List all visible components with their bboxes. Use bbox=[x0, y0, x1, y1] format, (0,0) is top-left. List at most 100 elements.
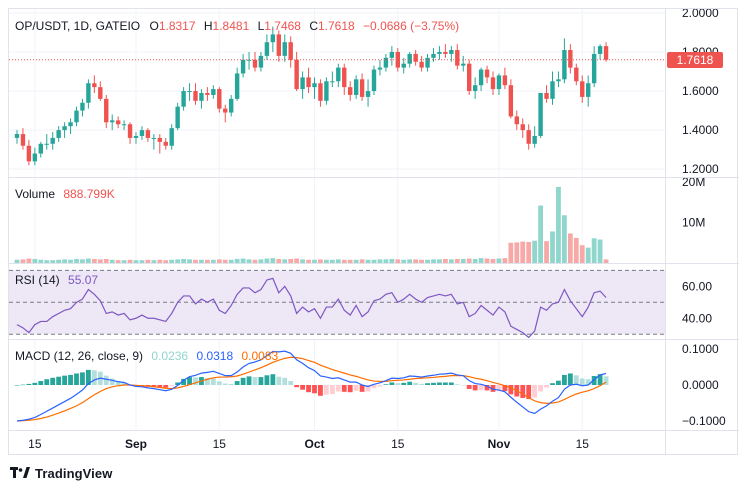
volume-bar bbox=[478, 258, 484, 263]
volume-bar bbox=[389, 258, 395, 263]
macd-histogram-bar bbox=[56, 376, 62, 385]
candle-up bbox=[169, 124, 174, 150]
volume-bar bbox=[169, 259, 175, 263]
volume-axis[interactable]: 10M 20M bbox=[665, 178, 739, 263]
candle-down bbox=[252, 51, 258, 72]
rsi-label[interactable]: RSI (14) bbox=[15, 273, 60, 287]
macd-histogram-bar bbox=[175, 382, 181, 385]
macd-histogram-bar bbox=[484, 385, 490, 391]
volume-bar bbox=[205, 259, 210, 263]
candle-body bbox=[38, 143, 43, 154]
volume-bar bbox=[264, 258, 270, 263]
time-tick-label: 15 bbox=[213, 437, 227, 451]
macd-pane[interactable]: MACD (12, 26, close, 9) 0.0236 0.0318 0.… bbox=[9, 340, 665, 430]
candle-body bbox=[68, 122, 73, 127]
time-axis[interactable]: 15 Sep 15 Oct 15 Nov 15 bbox=[9, 430, 665, 455]
candle-up bbox=[121, 120, 127, 131]
volume-bar bbox=[359, 259, 365, 263]
candle-body bbox=[169, 128, 174, 146]
candle-down bbox=[104, 94, 109, 129]
macd-histogram-bar bbox=[210, 378, 216, 385]
volume-bar bbox=[181, 258, 186, 263]
candle-body bbox=[145, 130, 151, 138]
candle-down bbox=[544, 85, 549, 103]
macd-histogram-bar bbox=[80, 372, 85, 385]
candle-body bbox=[104, 98, 109, 123]
time-axis-ticks: 15 Sep 15 Oct 15 Nov 15 bbox=[28, 437, 589, 451]
macd-histogram-bar bbox=[526, 385, 532, 400]
rsi-axis[interactable]: 40.00 60.00 bbox=[665, 264, 739, 339]
volume-bar bbox=[579, 245, 585, 263]
candle-down bbox=[115, 116, 121, 129]
volume-bar bbox=[109, 259, 115, 263]
volume-value: 888.799K bbox=[63, 187, 115, 201]
volume-bar bbox=[448, 259, 454, 263]
volume-axis-ticks: 10M 20M bbox=[682, 178, 705, 230]
rsi-legend: RSI (14) 55.07 bbox=[15, 273, 98, 287]
time-tick-label: 15 bbox=[391, 437, 405, 451]
candle-down bbox=[145, 128, 151, 142]
macd-histogram-bar bbox=[395, 383, 401, 385]
rsi-chart[interactable] bbox=[9, 264, 665, 339]
volume-bar bbox=[377, 259, 383, 263]
candle-up bbox=[431, 48, 436, 62]
candle-up bbox=[377, 59, 383, 76]
macd-label[interactable]: MACD (12, 26, close, 9) bbox=[15, 349, 144, 363]
macd-histogram-bar bbox=[115, 381, 121, 385]
macd-histogram-bar bbox=[294, 385, 300, 388]
candle-up bbox=[211, 85, 216, 99]
volume-bar bbox=[562, 215, 567, 263]
candle-body bbox=[276, 34, 281, 56]
candle-body bbox=[151, 137, 157, 139]
candle-body bbox=[401, 63, 406, 68]
macd-histogram-bar bbox=[466, 385, 472, 389]
candle-up bbox=[38, 141, 43, 158]
candle-up bbox=[270, 26, 276, 52]
volume-bar bbox=[288, 258, 294, 263]
candle-up bbox=[74, 106, 79, 127]
macd-axis-ticks: −0.1000 0.0000 0.1000 bbox=[682, 342, 726, 428]
candle-up bbox=[68, 118, 73, 135]
macd-histogram-bar bbox=[538, 385, 543, 392]
candle-body bbox=[580, 81, 585, 97]
volume-bar bbox=[425, 259, 430, 263]
candle-body bbox=[348, 87, 353, 95]
volume-bar bbox=[347, 259, 353, 263]
macd-histogram-bar bbox=[32, 382, 38, 385]
tradingview-brand[interactable]: TradingView bbox=[10, 464, 112, 482]
candle-body bbox=[586, 83, 591, 97]
macd-chart[interactable] bbox=[9, 340, 665, 430]
pane-separator[interactable] bbox=[9, 263, 739, 264]
volume-bar bbox=[276, 258, 282, 263]
open-label: O bbox=[149, 19, 159, 33]
volume-chart[interactable] bbox=[9, 178, 665, 263]
macd-histogram-bar bbox=[121, 382, 127, 385]
pane-separator[interactable] bbox=[9, 177, 739, 178]
macd-histogram-bar bbox=[228, 383, 234, 385]
macd-histogram-bar bbox=[502, 385, 508, 392]
macd-histogram-bar bbox=[550, 383, 555, 385]
volume-pane[interactable]: Volume 888.799K bbox=[9, 178, 665, 263]
volume-bar bbox=[365, 259, 371, 263]
candlestick-chart[interactable] bbox=[9, 9, 665, 177]
macd-histogram-bar bbox=[567, 373, 573, 385]
macd-histogram-bar bbox=[109, 378, 115, 385]
candle-body bbox=[187, 91, 192, 93]
candle-body bbox=[32, 153, 38, 162]
candle-body bbox=[502, 75, 508, 86]
macd-axis[interactable]: −0.1000 0.0000 0.1000 bbox=[665, 340, 739, 430]
low-label: L bbox=[257, 19, 265, 33]
candle-up bbox=[139, 126, 145, 140]
symbol-label[interactable]: OP/USDT, 1D, GATEIO bbox=[15, 19, 141, 33]
candle-body bbox=[44, 143, 49, 145]
candle-body bbox=[98, 87, 103, 99]
candle-down bbox=[413, 50, 418, 66]
price-pane[interactable]: OP/USDT, 1D, GATEIO O1.8317 H1.8481 L1.7… bbox=[9, 9, 665, 177]
pane-separator[interactable] bbox=[9, 339, 739, 340]
rsi-pane[interactable]: RSI (14) 55.07 bbox=[9, 264, 665, 339]
volume-label[interactable]: Volume bbox=[15, 187, 56, 201]
candle-body bbox=[407, 53, 412, 64]
volume-bar bbox=[228, 259, 234, 263]
